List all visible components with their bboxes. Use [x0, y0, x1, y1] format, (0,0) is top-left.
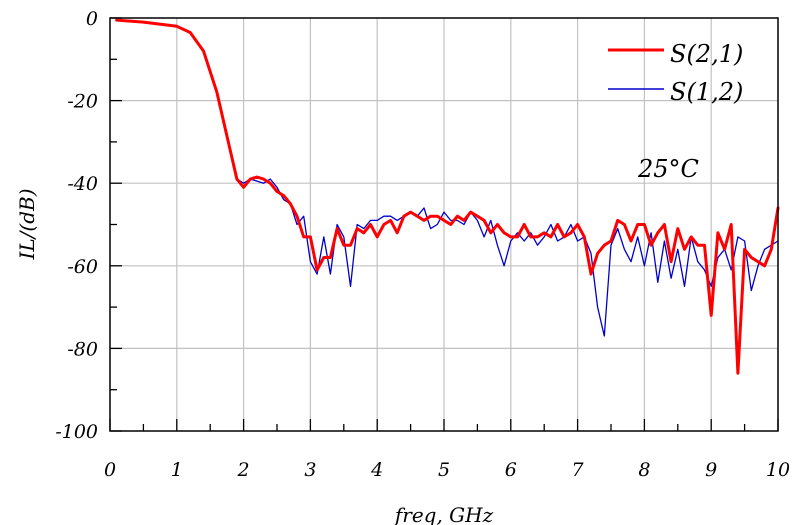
y-tick-label-5: -100 [55, 421, 98, 443]
x-tick-label-9: 9 [705, 459, 717, 481]
y-tick-label-0: 0 [86, 8, 98, 30]
legend: S(2,1) S(1,2) [608, 40, 743, 106]
x-tick-label-7: 7 [572, 459, 585, 481]
y-tick-label-4: -80 [67, 338, 98, 360]
x-tick-label-6: 6 [505, 459, 517, 481]
legend-label-s12: S(1,2) [670, 78, 743, 106]
x-tick-label-5: 5 [438, 459, 450, 481]
y-tick-label-1: -20 [67, 91, 98, 113]
y-tick-labels: 0 -20 -40 -60 -80 -100 [55, 8, 98, 443]
x-axis-label: freq, GHz [393, 503, 494, 525]
x-tick-label-8: 8 [638, 459, 650, 481]
series-lines [115, 18, 780, 375]
x-tick-label-0: 0 [104, 459, 116, 481]
temperature-annotation: 25°C [637, 155, 699, 183]
x-tick-label-4: 4 [370, 459, 383, 481]
x-tick-labels: 0 1 2 3 4 5 6 7 8 9 10 [104, 459, 790, 481]
series-line-s21 [115, 18, 780, 375]
y-tick-label-2: -40 [67, 173, 98, 195]
legend-label-s21: S(2,1) [670, 40, 743, 68]
y-tick-label-3: -60 [67, 256, 98, 278]
x-tick-label-1: 1 [171, 459, 183, 481]
x-tick-label-10: 10 [766, 459, 790, 481]
y-axis-label: IL/(dB) [15, 188, 39, 260]
x-tick-label-2: 2 [237, 459, 250, 481]
x-tick-label-3: 3 [304, 459, 316, 481]
grid [110, 18, 778, 431]
ticks [109, 17, 779, 432]
